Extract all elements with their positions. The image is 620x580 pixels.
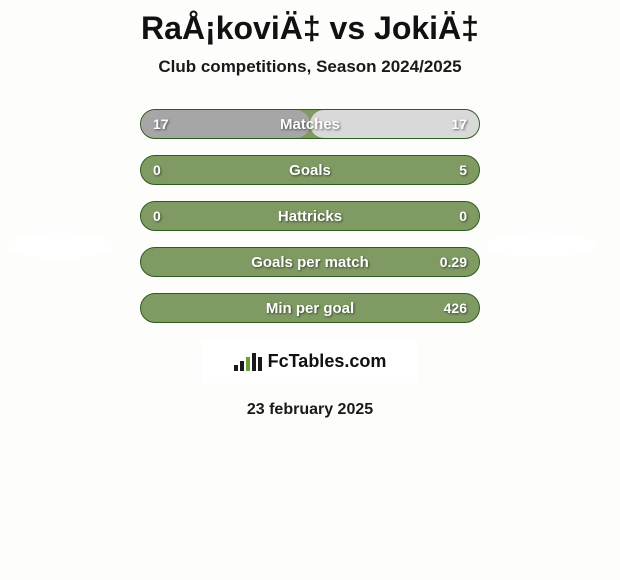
stat-row: 0 Hattricks 0 [140, 201, 480, 231]
page-subtitle: Club competitions, Season 2024/2025 [0, 57, 620, 77]
stat-label: Goals [141, 162, 479, 179]
stat-value-left: 17 [153, 116, 169, 132]
logo-bar [240, 361, 244, 371]
stat-row: 17 Matches 17 [140, 109, 480, 139]
stat-row: Min per goal 426 [140, 293, 480, 323]
stat-label: Hattricks [141, 208, 479, 225]
logo-text: FcTables.com [268, 351, 387, 372]
stat-row: Goals per match 0.29 [140, 247, 480, 277]
stats-block: 17 Matches 17 0 Goals 5 0 Hattricks 0 [0, 109, 620, 419]
source-logo: FcTables.com [202, 339, 418, 383]
stat-label: Matches [141, 116, 479, 133]
date-text: 23 february 2025 [0, 401, 620, 419]
stat-row-inner: 17 Matches 17 [141, 110, 479, 138]
comparison-infographic: RaÅ¡koviÄ‡ vs JokiÄ‡ Club competitions, … [0, 0, 620, 580]
logo-bar [258, 357, 262, 371]
stat-row-inner: Goals per match 0.29 [141, 248, 479, 276]
side-ellipse [498, 287, 602, 313]
stat-value-right: 0 [459, 208, 467, 224]
page-title: RaÅ¡koviÄ‡ vs JokiÄ‡ [0, 0, 620, 47]
logo-bar [234, 365, 238, 371]
stat-value-right: 17 [451, 116, 467, 132]
stat-value-left: 0 [153, 162, 161, 178]
stat-value-right: 426 [444, 300, 467, 316]
stat-value-right: 5 [459, 162, 467, 178]
stat-value-left: 0 [153, 208, 161, 224]
side-ellipse [8, 233, 112, 259]
side-ellipse [486, 233, 596, 257]
stat-row-inner: Min per goal 426 [141, 294, 479, 322]
stat-label: Min per goal [141, 300, 479, 317]
logo-bars-icon [234, 351, 262, 371]
stat-row-inner: 0 Hattricks 0 [141, 202, 479, 230]
logo-bar [246, 357, 250, 371]
side-ellipse [18, 287, 122, 313]
stat-label: Goals per match [141, 254, 479, 271]
stat-row-inner: 0 Goals 5 [141, 156, 479, 184]
logo-bar [252, 353, 256, 371]
stat-value-right: 0.29 [440, 254, 467, 270]
stat-row: 0 Goals 5 [140, 155, 480, 185]
